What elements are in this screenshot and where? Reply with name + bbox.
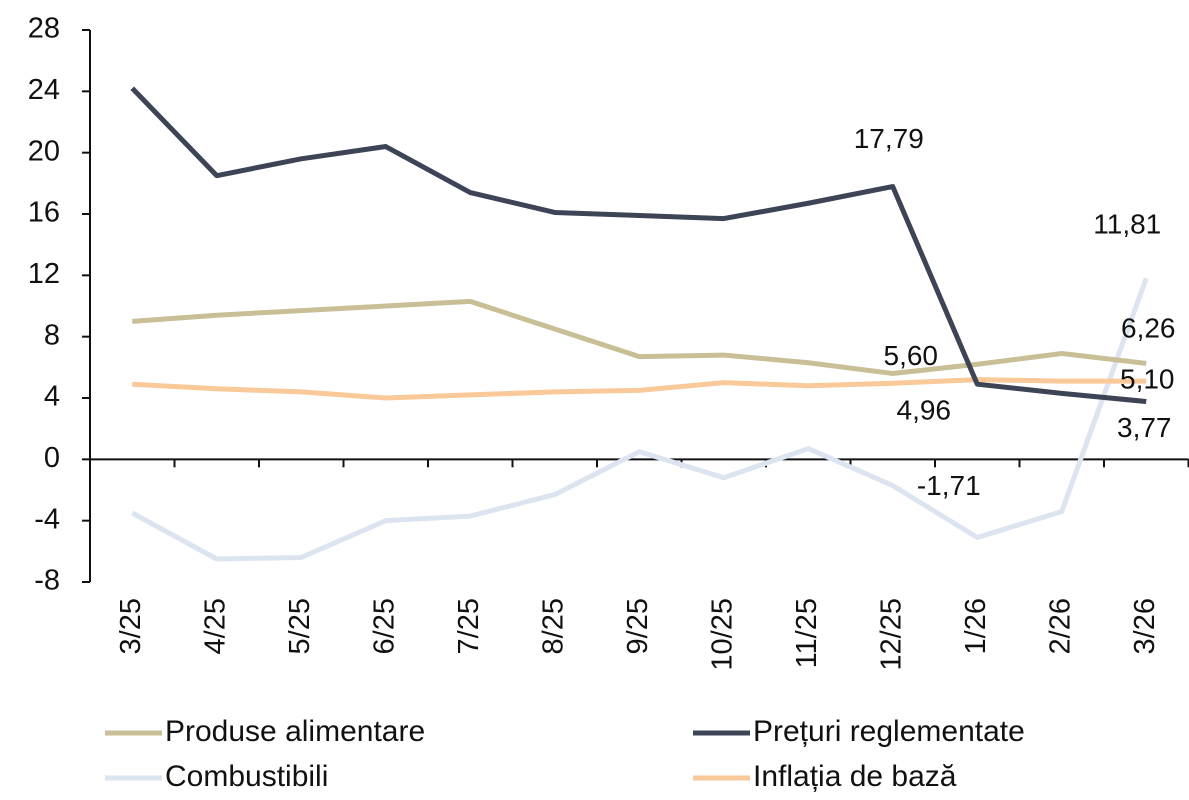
- y-tick-label: 4: [44, 381, 60, 413]
- legend-label: Produse alimentare: [165, 715, 425, 748]
- x-tick-label: 2/26: [1044, 598, 1076, 654]
- data-label: 11,81: [1093, 209, 1161, 240]
- data-label: 3,77: [1117, 412, 1172, 443]
- data-label: 6,26: [1121, 313, 1176, 344]
- y-tick-label: 8: [44, 319, 60, 351]
- data-label: 17,79: [854, 123, 924, 154]
- y-tick-label: 12: [28, 258, 60, 290]
- series-line: [130, 86, 1147, 405]
- x-tick-label: 6/25: [368, 598, 400, 654]
- x-tick-label: 5/25: [284, 598, 316, 654]
- data-label: 4,96: [897, 395, 952, 426]
- x-tick-label: 3/25: [115, 598, 147, 654]
- y-tick-label: 16: [28, 197, 60, 229]
- x-tick-label: 10/25: [706, 598, 738, 671]
- series-line: [132, 298, 1147, 376]
- x-tick-label: 8/25: [537, 598, 569, 654]
- y-tick-label: 28: [28, 13, 60, 45]
- x-tick-label: 12/25: [875, 598, 907, 671]
- data-label: 5,10: [1120, 364, 1175, 395]
- data-label: -1,71: [917, 470, 981, 501]
- x-tick-label: 7/25: [453, 598, 485, 654]
- y-tick-label: 0: [44, 442, 60, 474]
- series-line: [132, 377, 1147, 401]
- legend-label: Prețuri reglementate: [753, 715, 1025, 748]
- y-tick-label: 24: [28, 74, 60, 106]
- y-tick-label: -8: [34, 565, 60, 597]
- legend-label: Combustibili: [165, 760, 328, 793]
- y-tick-label: -4: [34, 503, 60, 535]
- x-tick-label: 3/26: [1129, 598, 1161, 654]
- legend-label: Inflația de bază: [753, 760, 957, 793]
- data-label: 5,60: [884, 340, 939, 371]
- y-tick-label: 20: [28, 135, 60, 167]
- x-tick-label: 1/26: [960, 598, 992, 654]
- series-line: [131, 277, 1149, 562]
- x-tick-label: 4/25: [199, 598, 231, 654]
- x-tick-label: 11/25: [791, 598, 823, 668]
- x-tick-label: 9/25: [622, 598, 654, 654]
